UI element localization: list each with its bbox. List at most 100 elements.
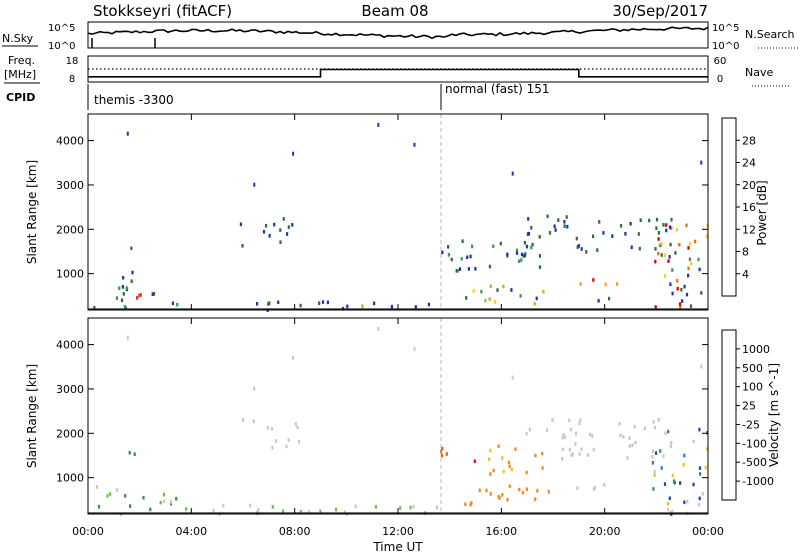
data-cell: [659, 243, 662, 248]
data-cell: [611, 234, 614, 238]
data-cell: [275, 439, 278, 443]
data-cell: [653, 473, 656, 477]
data-cell: [570, 453, 573, 457]
data-cell: [241, 244, 244, 248]
data-cell: [624, 232, 627, 236]
data-cell: [286, 232, 289, 236]
data-cell: [657, 231, 660, 235]
data-cell: [527, 217, 530, 221]
data-cell: [562, 433, 565, 437]
data-cell: [441, 250, 444, 255]
data-cell: [525, 470, 528, 475]
data-cell: [508, 464, 511, 469]
data-cell: [472, 289, 475, 293]
data-cell: [458, 267, 462, 271]
data-cell: [689, 304, 693, 308]
data-cell: [561, 447, 564, 452]
data-cell: [185, 507, 188, 511]
data-cell: [534, 453, 537, 458]
y-tick-label: 2000: [56, 427, 84, 440]
data-cell: [497, 444, 500, 449]
power-panel: 1000 2000 3000 4000 Slant Range [km]: [25, 113, 709, 312]
x-tick-label: 00:00: [692, 525, 724, 538]
data-cell: [93, 305, 96, 310]
data-cell: [653, 469, 656, 474]
data-cell: [533, 302, 536, 306]
data-cell: [447, 253, 450, 257]
data-cell: [678, 302, 682, 306]
data-cell: [589, 432, 592, 437]
data-cell: [120, 298, 124, 303]
data-cell: [699, 472, 702, 476]
x-axis-label: Time UT: [372, 540, 423, 554]
data-cell: [654, 247, 657, 251]
data-cell: [523, 253, 526, 258]
freq-units: [MHz]: [4, 68, 36, 81]
data-cell: [680, 287, 683, 292]
data-cell: [343, 510, 346, 514]
data-cell: [587, 453, 590, 457]
data-cell: [660, 466, 663, 470]
data-cell: [592, 487, 595, 491]
data-cell: [592, 447, 595, 452]
data-cell: [257, 507, 260, 512]
data-cell: [705, 234, 708, 239]
data-cell: [268, 301, 271, 305]
x-tick-label: 16:00: [485, 525, 517, 538]
data-cell: [171, 301, 174, 306]
data-cell: [522, 254, 525, 258]
data-cell: [535, 296, 538, 301]
data-cell: [667, 507, 670, 512]
data-cell: [124, 494, 127, 498]
x-tick-label: 00:00: [72, 525, 104, 538]
data-cell: [685, 223, 688, 228]
data-cell: [520, 258, 523, 262]
colorbar-tick-label: 16: [742, 201, 756, 214]
data-cell: [506, 498, 509, 502]
data-cell: [489, 284, 492, 288]
data-cell: [593, 485, 597, 490]
data-cell: [138, 294, 141, 298]
sky-noise-line: [87, 26, 709, 40]
power-y-axis: 1000 2000 3000 4000: [56, 135, 708, 281]
data-cell: [569, 427, 572, 432]
data-cell: [252, 419, 255, 424]
data-cell: [299, 303, 302, 308]
data-cell: [608, 296, 611, 301]
data-cell: [654, 451, 658, 455]
data-cell: [466, 255, 469, 260]
data-cell: [579, 282, 582, 286]
y-tick-label: 4000: [56, 339, 84, 352]
cpid-panel: CPID themis -3300 normal (fast) 151: [6, 82, 549, 110]
data-cell: [668, 496, 671, 501]
data-cell: [413, 142, 416, 147]
sky-noise-panel: N.Sky 10^5 10^0 10^5 10^0 N.Search: [2, 21, 798, 52]
data-cell: [557, 218, 560, 222]
velocity-colorbar-label: Velocity [m s^-1]: [767, 363, 781, 467]
data-cell: [445, 452, 448, 456]
sky-label: N.Sky: [2, 32, 34, 45]
data-cell: [659, 449, 662, 453]
data-cell: [130, 246, 133, 251]
data-cell: [577, 244, 580, 248]
search-label: N.Search: [745, 28, 795, 41]
data-cell: [510, 288, 513, 292]
data-cell: [687, 246, 690, 250]
data-cell: [287, 438, 290, 442]
data-cell: [502, 284, 505, 289]
velocity-panel: 1000 2000 3000 4000 Slant Range [km]: [25, 317, 709, 517]
data-cell: [488, 264, 491, 269]
data-cell: [287, 225, 290, 229]
data-cell: [652, 487, 655, 491]
data-cell: [603, 482, 606, 487]
data-cell: [530, 245, 533, 250]
data-cell: [515, 248, 519, 253]
data-cell: [697, 257, 700, 262]
data-cell: [530, 226, 533, 230]
colorbar-tick-label: -1000: [742, 475, 774, 488]
data-cell: [142, 495, 145, 500]
data-cell: [704, 465, 707, 470]
data-cell: [700, 291, 703, 295]
data-cell: [265, 223, 268, 228]
data-cell: [698, 496, 701, 501]
